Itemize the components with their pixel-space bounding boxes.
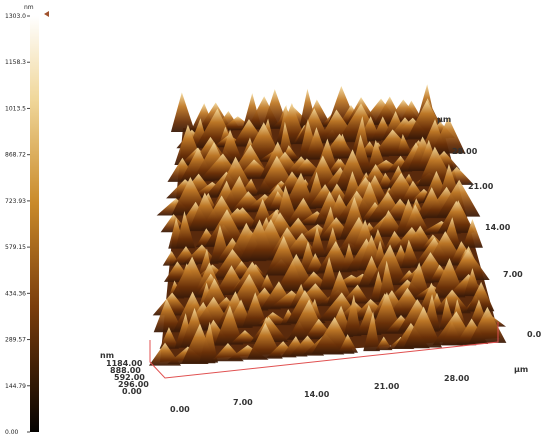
- y-tick-label: 14.00: [485, 223, 511, 232]
- y-tick-label: 0.00: [527, 330, 541, 339]
- x-tick-label: 28.00: [444, 374, 470, 383]
- peak: [171, 92, 195, 132]
- x-tick-label: 7.00: [233, 398, 253, 407]
- colorbar-tick-label: 0.00: [5, 429, 19, 436]
- y-tick-label: 21.00: [468, 182, 494, 191]
- colorbar-tick-label: 1303.0: [5, 13, 26, 20]
- z-tick-label: 0.00: [122, 387, 142, 396]
- colorbar-tick-label: 144.79: [5, 383, 26, 390]
- x-tick-label: 14.00: [304, 390, 330, 399]
- colorbar-tick-label: 1013.5: [5, 105, 26, 112]
- colorbar-unit: nm: [24, 4, 34, 11]
- y-tick-label: 7.00: [503, 270, 523, 279]
- colorbar: [30, 16, 39, 432]
- colorbar-pointer: [44, 11, 49, 17]
- y-tick-label: 28.00: [452, 147, 478, 156]
- x-tick-label: 0.00: [170, 405, 190, 414]
- x-tick-label: 21.00: [374, 382, 400, 391]
- colorbar-tick-label: 579.15: [5, 244, 26, 251]
- colorbar-tick-label: 723.93: [5, 198, 26, 205]
- colorbar-tick-label: 289.57: [5, 337, 26, 344]
- colorbar-tick-label: 868.72: [5, 152, 26, 159]
- afm-view: nm 1303.0 1158.3 1013.5 868.72 723.93 579.15 43…: [0, 0, 541, 439]
- y-unit: µm: [437, 115, 451, 124]
- colorbar-tick-label: 1158.3: [5, 59, 26, 66]
- x-unit: µm: [514, 365, 528, 374]
- colorbar-tick-label: 434.36: [5, 290, 26, 297]
